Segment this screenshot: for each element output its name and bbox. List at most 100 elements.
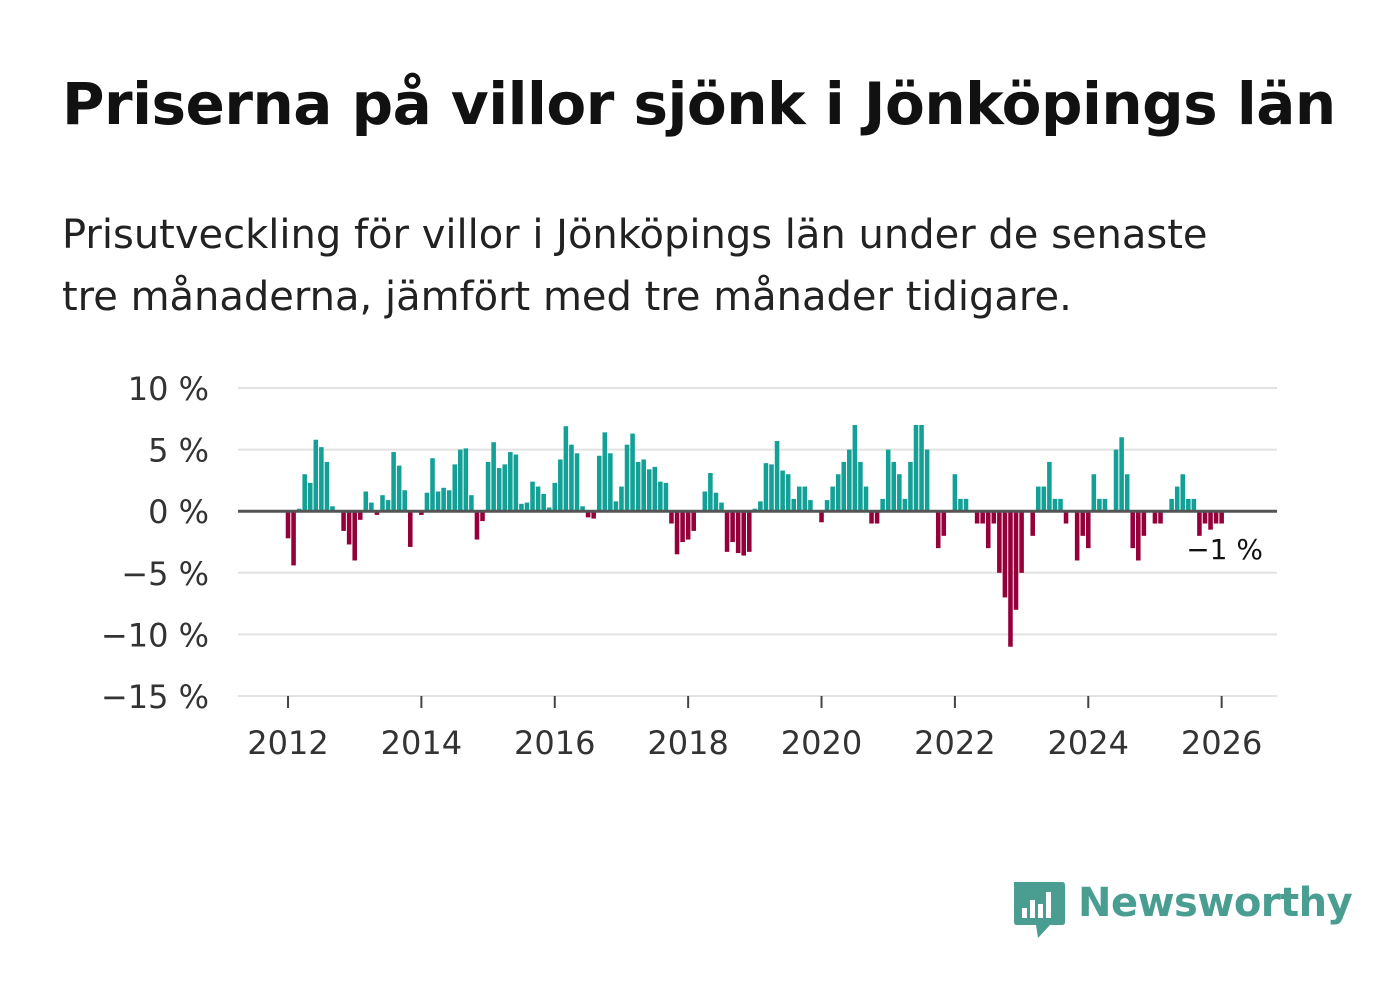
bar <box>1130 511 1136 549</box>
bar <box>658 481 663 512</box>
bar <box>396 465 402 512</box>
bar <box>580 506 585 512</box>
bar <box>758 501 763 512</box>
bar <box>680 511 685 542</box>
bar <box>357 511 363 520</box>
newsworthy-logo-icon <box>1014 882 1065 938</box>
chart-subtitle: Prisutveckling för villor i Jönköpings l… <box>62 204 1322 328</box>
bar <box>446 490 452 512</box>
bar <box>363 491 369 512</box>
bar <box>1136 511 1141 561</box>
bar <box>880 498 885 512</box>
bar <box>952 474 958 512</box>
bar <box>341 511 346 531</box>
bar <box>913 424 919 512</box>
bar <box>624 444 630 512</box>
bar <box>730 511 735 542</box>
bar <box>324 461 330 512</box>
bar <box>613 501 619 512</box>
bar <box>408 511 413 547</box>
bar <box>958 498 963 512</box>
bar <box>307 482 313 512</box>
y-tick-label: 5 % <box>148 432 209 470</box>
bars <box>285 424 1224 647</box>
bar <box>819 511 824 523</box>
chart-title: Priserna på villor sjönk i Jönköpings lä… <box>62 70 1336 138</box>
bar <box>513 454 519 512</box>
bar <box>863 486 869 512</box>
grid-lines <box>238 387 1277 697</box>
bar <box>546 507 552 512</box>
bar <box>919 424 924 512</box>
bar <box>1002 511 1008 598</box>
bar <box>897 474 902 512</box>
x-tick-label: 2022 <box>914 724 995 762</box>
bar <box>1091 474 1097 512</box>
bar <box>608 453 613 512</box>
x-tick-label: 2024 <box>1048 724 1129 762</box>
bar <box>563 426 569 512</box>
bar <box>735 511 741 554</box>
bar <box>891 461 897 512</box>
bar <box>1113 449 1119 512</box>
y-tick-label: −5 % <box>121 555 209 593</box>
x-tick-label: 2018 <box>647 724 728 762</box>
bar <box>1063 511 1069 524</box>
bar <box>346 511 352 545</box>
bar <box>997 511 1002 573</box>
bar <box>1213 511 1219 524</box>
bar <box>430 458 435 512</box>
bar <box>502 464 508 512</box>
bar <box>724 511 730 552</box>
bar <box>496 468 502 512</box>
bar <box>452 464 458 512</box>
y-tick-label: −15 % <box>101 678 209 716</box>
bar <box>1019 511 1024 573</box>
annotations: −1 % <box>1186 533 1263 566</box>
bar <box>902 498 908 512</box>
bar <box>924 449 930 512</box>
bar <box>1080 511 1085 536</box>
bar <box>663 482 669 512</box>
bar <box>480 511 485 522</box>
bar <box>469 495 474 512</box>
bar <box>524 502 530 512</box>
bar <box>574 453 580 512</box>
bar <box>369 502 374 512</box>
bar <box>713 492 719 512</box>
x-tick-label: 2014 <box>381 724 462 762</box>
bar <box>1035 486 1041 512</box>
bar <box>419 511 424 515</box>
last-value-label: −1 % <box>1186 533 1263 566</box>
bar <box>491 442 496 512</box>
bar <box>424 492 430 512</box>
bar <box>1074 511 1080 561</box>
bar <box>869 511 874 524</box>
bar <box>641 459 646 512</box>
bar <box>785 474 791 512</box>
bar <box>569 444 574 512</box>
x-axis: 2012 2014 2016 2018 2020 2022 2024 2026 <box>247 696 1262 762</box>
bar <box>330 506 335 512</box>
bar <box>1169 498 1174 512</box>
bar <box>463 448 469 512</box>
bar <box>747 511 752 552</box>
bar <box>874 511 880 524</box>
bar <box>847 449 852 512</box>
x-tick-label: 2020 <box>781 724 862 762</box>
bar <box>1180 474 1186 512</box>
y-tick-label: 10 % <box>128 370 209 408</box>
bar <box>1208 511 1213 530</box>
bar <box>769 464 774 512</box>
x-tick-label: 2012 <box>247 724 328 762</box>
bar <box>291 511 296 566</box>
bar <box>1047 461 1052 512</box>
y-axis-labels: 10 % 5 % 0 % −5 % −10 % −15 % <box>101 370 209 716</box>
bar <box>1052 498 1058 512</box>
bar <box>963 498 969 512</box>
bar <box>519 503 524 512</box>
bar <box>646 469 652 512</box>
newsworthy-logo[interactable]: Newsworthy <box>1010 878 1353 940</box>
bar <box>885 449 891 512</box>
